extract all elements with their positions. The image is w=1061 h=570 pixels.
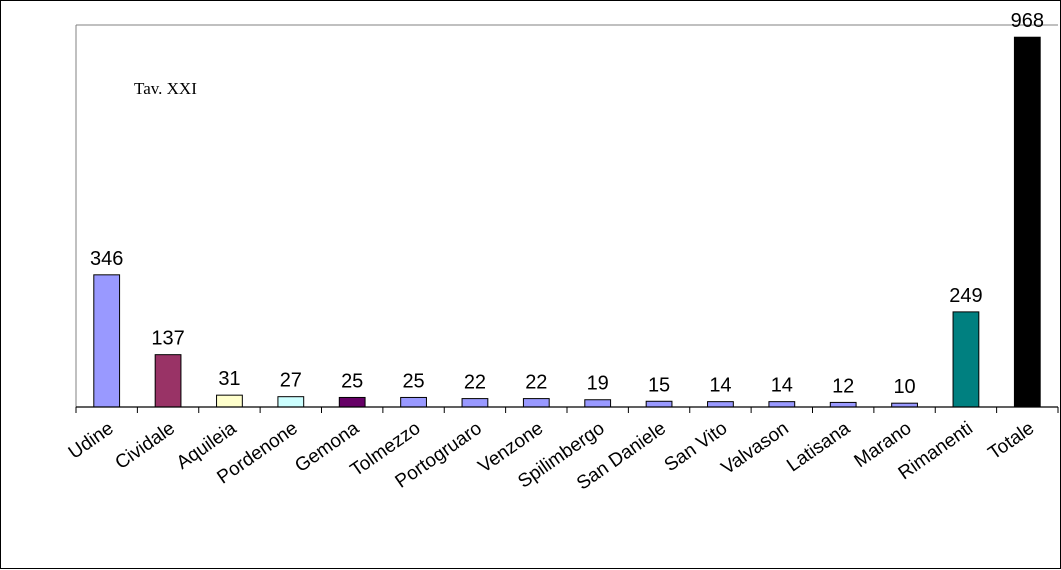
bar-spilimbergo (584, 399, 612, 408)
chart-annotation: Tav. XXI (134, 79, 197, 98)
bar-totale (1013, 36, 1041, 408)
value-label: 346 (90, 248, 123, 270)
value-label: 27 (280, 370, 302, 392)
bar-rimanenti (952, 311, 980, 408)
category-label: Cividale (112, 418, 179, 474)
bar-portogruaro (461, 398, 489, 408)
category-label: Totale (985, 418, 1039, 464)
bar-pordenone (277, 396, 305, 408)
bar-valvason (768, 401, 796, 408)
bar-tolmezzo (400, 396, 427, 408)
value-label: 15 (648, 374, 670, 396)
bar-san-daniele (645, 400, 673, 408)
value-label: 25 (402, 370, 424, 392)
bar-san-vito (707, 401, 734, 408)
value-label: 22 (464, 372, 486, 394)
bar-venzone (522, 398, 550, 408)
category-label: Valvason (718, 418, 793, 479)
value-label: 249 (949, 285, 982, 307)
value-label: 19 (587, 373, 609, 395)
value-label: 31 (218, 368, 240, 390)
bar-gemona (338, 396, 366, 408)
value-label: 22 (525, 372, 547, 394)
value-label: 14 (771, 375, 793, 397)
bar-cividale (154, 354, 182, 408)
value-label: 12 (832, 375, 854, 397)
value-label: 25 (341, 370, 363, 392)
category-label: Latisana (783, 418, 854, 477)
value-label: 14 (709, 375, 731, 397)
bar-latisana (829, 401, 857, 408)
bar-udine (93, 274, 121, 408)
value-label: 137 (151, 328, 184, 350)
value-label: 968 (1011, 10, 1044, 32)
bar-aquileia (216, 394, 243, 408)
category-label: Udine (65, 418, 118, 464)
value-label: 10 (893, 376, 915, 398)
